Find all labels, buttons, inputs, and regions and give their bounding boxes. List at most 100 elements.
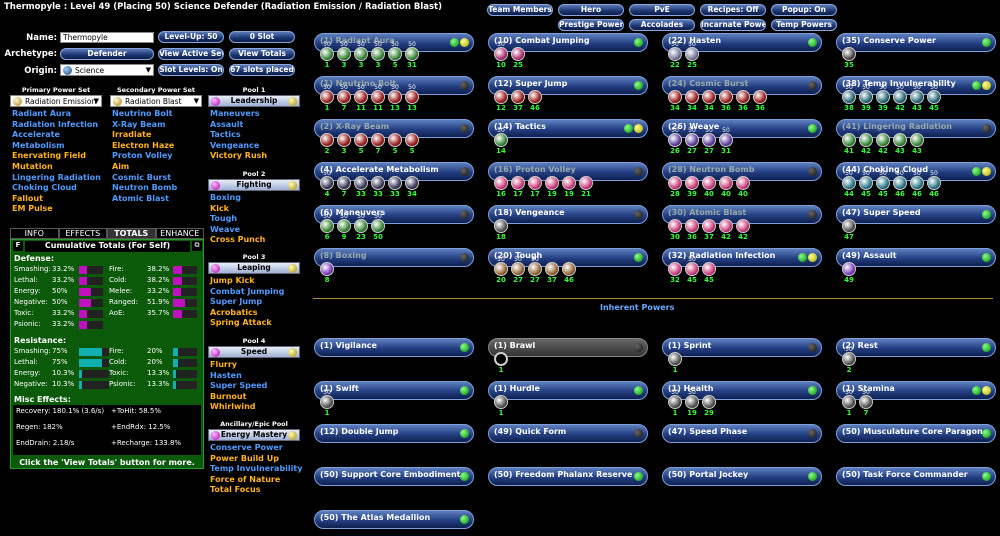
temp-powers-button[interactable]: Temp Powers — [771, 19, 837, 31]
enhancement-icon[interactable] — [371, 47, 385, 61]
hero-button[interactable]: Hero — [558, 4, 624, 16]
enhancement-icon[interactable] — [927, 90, 941, 104]
enhancement-icon[interactable] — [668, 176, 682, 190]
enhancement-icon[interactable] — [354, 176, 368, 190]
enhancement-icon[interactable] — [494, 352, 508, 366]
enhancement-icon[interactable] — [545, 262, 559, 276]
incarnate-powers-button[interactable]: Incarnate Powers — [700, 19, 766, 31]
recipes-button[interactable]: Recipes: Off — [700, 4, 766, 16]
enhancement-icon[interactable] — [893, 176, 907, 190]
power-list-item-neutron-bomb[interactable]: Neutron Bomb — [112, 183, 178, 193]
popup-button[interactable]: Popup: On — [771, 4, 837, 16]
tab-totals[interactable]: TOTALS — [107, 228, 156, 239]
power-slot-49-assault[interactable]: (49) Assault — [836, 248, 996, 267]
enhancement-icon[interactable] — [842, 352, 856, 366]
power-slot-1-stamina[interactable]: (1) Stamina — [836, 381, 996, 400]
tab-enhance[interactable]: ENHANCE — [155, 228, 204, 239]
power-slot-32-radiation-infection[interactable]: (32) Radiation Infection — [662, 248, 822, 267]
power-list-item-choking-cloud[interactable]: Choking Cloud — [12, 183, 77, 193]
pool-power-tough[interactable]: Tough — [210, 214, 238, 224]
power-slot-28-neutron-bomb[interactable]: (28) Neutron Bomb — [662, 162, 822, 181]
power-slot-10-combat-jumping[interactable]: (10) Combat Jumping — [488, 33, 648, 52]
enhancement-icon[interactable] — [668, 133, 682, 147]
enhancement-icon[interactable] — [528, 90, 542, 104]
view-totals-button[interactable]: View Totals — [229, 48, 295, 60]
power-slot-22-hasten[interactable]: (22) Hasten — [662, 33, 822, 52]
enhancement-icon[interactable] — [511, 90, 525, 104]
pool-power-acrobatics[interactable]: Acrobatics — [210, 307, 258, 317]
pool-power-whirlwind[interactable]: Whirlwind — [210, 402, 256, 412]
pool-power-maneuvers[interactable]: Maneuvers — [210, 109, 260, 118]
enhancement-icon[interactable] — [668, 352, 682, 366]
enhancement-icon[interactable] — [354, 133, 368, 147]
archetype-select[interactable]: Defender — [60, 48, 154, 60]
view-active-sets-button[interactable]: View Active Sets — [158, 48, 224, 60]
pool-power-spring-attack[interactable]: Spring Attack — [210, 318, 272, 328]
pool-select-energy-mastery[interactable]: Energy Mastery — [208, 429, 300, 441]
enhancement-icon[interactable] — [668, 219, 682, 233]
power-list-item-atomic-blast[interactable]: Atomic Blast — [112, 193, 169, 203]
enhancement-icon[interactable] — [719, 219, 733, 233]
power-slot-50-freedom-phalanx-reserve[interactable]: (50) Freedom Phalanx Reserve — [488, 467, 648, 486]
power-slot-50-portal-jockey[interactable]: (50) Portal Jockey — [662, 467, 822, 486]
power-slot-47-speed-phase[interactable]: (47) Speed Phase — [662, 424, 822, 443]
enhancement-icon[interactable] — [685, 395, 699, 409]
pool-power-super-speed[interactable]: Super Speed — [210, 381, 268, 391]
power-list-item-radiation-infection[interactable]: Radiation Infection — [12, 119, 99, 129]
power-slot-12-super-jump[interactable]: (12) Super Jump — [488, 76, 648, 95]
power-list-item-metabolism[interactable]: Metabolism — [12, 140, 65, 150]
enhancement-icon[interactable] — [910, 90, 924, 104]
enhancement-icon[interactable] — [876, 176, 890, 190]
enhancement-icon[interactable] — [859, 133, 873, 147]
enhancement-icon[interactable] — [859, 90, 873, 104]
power-slot-6-maneuvers[interactable]: (6) Maneuvers — [314, 205, 474, 224]
power-slot-49-quick-form[interactable]: (49) Quick Form — [488, 424, 648, 443]
enhancement-icon[interactable] — [842, 262, 856, 276]
enhancement-icon[interactable] — [702, 262, 716, 276]
enhancement-icon[interactable] — [668, 47, 682, 61]
enhancement-icon[interactable] — [371, 219, 385, 233]
power-slot-1-sprint[interactable]: (1) Sprint — [662, 338, 822, 357]
primary-set-select[interactable]: Radiation Emission ▼ — [10, 95, 102, 107]
enhancement-icon[interactable] — [753, 90, 767, 104]
enhancement-icon[interactable] — [320, 219, 334, 233]
enhancement-icon[interactable] — [702, 133, 716, 147]
enhancement-icon[interactable] — [736, 219, 750, 233]
pool-power-temp-invulnerability[interactable]: Temp Invulnerability — [210, 464, 303, 474]
power-slot-18-vengeance[interactable]: (18) Vengeance — [488, 205, 648, 224]
enhancement-icon[interactable] — [668, 90, 682, 104]
enhancement-icon[interactable] — [371, 133, 385, 147]
pool-power-flurry[interactable]: Flurry — [210, 360, 238, 369]
enhancement-icon[interactable] — [702, 395, 716, 409]
enhancement-icon[interactable] — [927, 176, 941, 190]
enhancement-icon[interactable] — [354, 47, 368, 61]
enhancement-icon[interactable] — [388, 133, 402, 147]
enhancement-icon[interactable] — [668, 262, 682, 276]
enhancement-icon[interactable] — [405, 47, 419, 61]
power-slot-14-tactics[interactable]: (14) Tactics — [488, 119, 648, 138]
power-list-item-enervating-field[interactable]: Enervating Field — [12, 151, 87, 161]
pool-power-tactics[interactable]: Tactics — [210, 130, 241, 140]
power-list-item-irradiate[interactable]: Irradiate — [112, 130, 152, 140]
enhancement-icon[interactable] — [702, 219, 716, 233]
enhancement-icon[interactable] — [842, 395, 856, 409]
enhancement-icon[interactable] — [876, 90, 890, 104]
slots-placed-button[interactable]: 67 slots placed — [229, 64, 295, 76]
enhancement-icon[interactable] — [494, 133, 508, 147]
enhancement-icon[interactable] — [371, 90, 385, 104]
prestige-powers-button[interactable]: Prestige Powers — [558, 19, 624, 31]
enhancement-icon[interactable] — [494, 90, 508, 104]
enhancement-icon[interactable] — [528, 262, 542, 276]
pool-power-boxing[interactable]: Boxing — [210, 193, 241, 202]
power-list-item-x-ray-beam[interactable]: X-Ray Beam — [112, 119, 166, 129]
power-slot-50-support-core-embodiment[interactable]: (50) Support Core Embodiment — [314, 467, 474, 486]
enhancement-icon[interactable] — [354, 90, 368, 104]
enhancement-icon[interactable] — [859, 395, 873, 409]
enhancement-icon[interactable] — [736, 176, 750, 190]
enhancement-icon[interactable] — [579, 176, 593, 190]
popout-icon[interactable]: ⧉ — [192, 241, 202, 251]
enhancement-icon[interactable] — [494, 219, 508, 233]
enhancement-icon[interactable] — [893, 133, 907, 147]
power-list-item-accelerate[interactable]: Accelerate — [12, 130, 60, 140]
filter-button[interactable]: F — [13, 241, 23, 251]
